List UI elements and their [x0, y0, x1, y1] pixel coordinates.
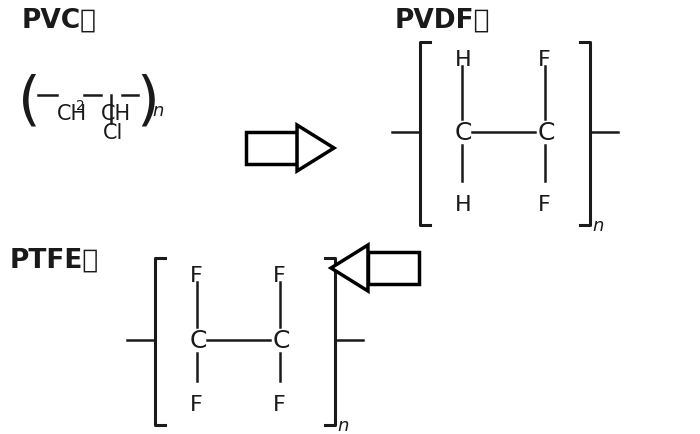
Text: (: (: [18, 73, 41, 130]
Text: F: F: [190, 395, 203, 415]
Text: F: F: [190, 266, 203, 286]
Text: C: C: [538, 121, 555, 145]
Text: n: n: [337, 417, 349, 434]
Text: CH: CH: [101, 104, 131, 124]
Text: C: C: [190, 329, 207, 353]
Text: 2: 2: [76, 99, 85, 113]
Text: PVDF：: PVDF：: [395, 8, 491, 34]
Polygon shape: [368, 252, 419, 284]
Text: PVC：: PVC：: [22, 8, 97, 34]
Text: PTFE：: PTFE：: [10, 248, 99, 274]
Text: CH: CH: [57, 104, 87, 124]
Text: H: H: [455, 195, 472, 215]
Text: F: F: [273, 395, 286, 415]
Text: F: F: [273, 266, 286, 286]
Text: n: n: [592, 217, 603, 235]
Text: H: H: [455, 50, 472, 70]
Text: Cl: Cl: [103, 123, 123, 143]
Text: F: F: [538, 195, 551, 215]
Text: C: C: [455, 121, 472, 145]
Polygon shape: [331, 245, 368, 291]
Text: C: C: [273, 329, 290, 353]
Polygon shape: [246, 132, 297, 164]
Text: n: n: [152, 102, 163, 120]
Polygon shape: [297, 125, 334, 171]
Text: F: F: [538, 50, 551, 70]
Text: ): ): [136, 73, 159, 130]
